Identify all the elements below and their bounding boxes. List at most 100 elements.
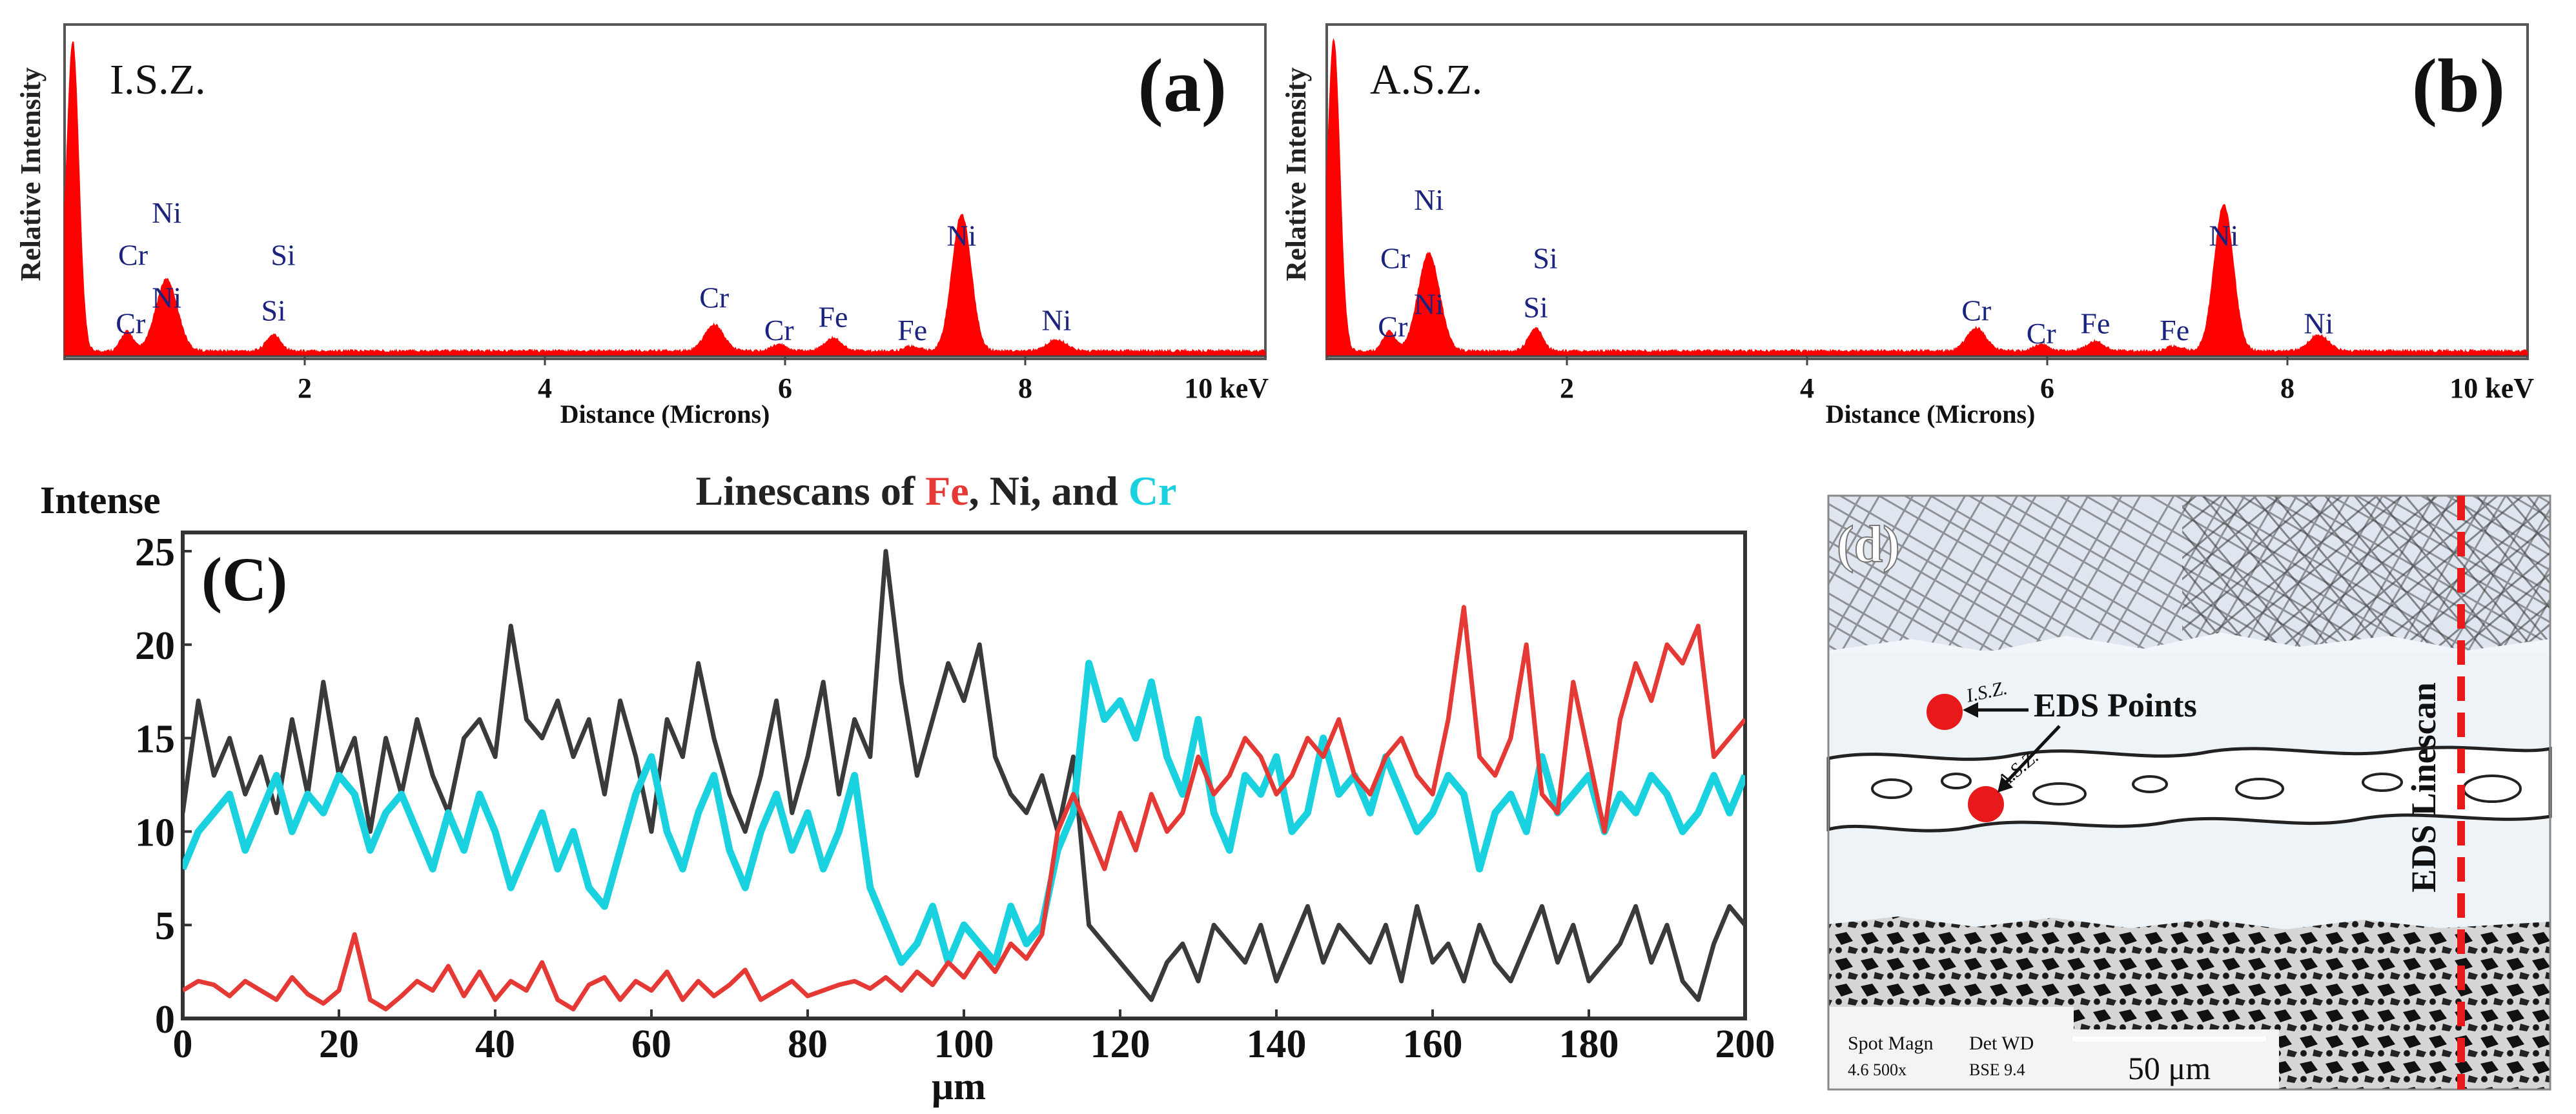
callout-arrowhead-isz [1963, 702, 1978, 718]
x-tick-label: 80 [788, 1022, 828, 1066]
panel-c-ylabel: Intense [40, 479, 161, 522]
peak-label: Cr [1380, 242, 1410, 275]
x-tick-label: 100 [934, 1022, 994, 1066]
panel-c-title-part: Linescans of [696, 468, 926, 514]
x-tick-label: 140 [1247, 1022, 1307, 1066]
peak-label: Fe [2160, 314, 2189, 347]
panel-b-spectrum [1326, 38, 2528, 358]
panel-a-x-end-label: 10 keV [1184, 372, 1269, 404]
panel-c-title-fe: Fe [925, 468, 969, 514]
eds-linescan-label: EDS Linescan [2404, 682, 2443, 893]
panel-a-label: (a) [1138, 43, 1227, 128]
peak-label: Ni [1414, 183, 1444, 216]
x-tick-label: 8 [1018, 372, 1032, 404]
x-tick-label: 160 [1403, 1022, 1463, 1066]
eds-point-asz [1968, 786, 2004, 822]
y-tick-label: 20 [135, 624, 175, 668]
panel-c-label: (C) [201, 545, 287, 614]
panel-c-frame [181, 531, 1747, 1020]
x-tick-label: 180 [1559, 1022, 1619, 1066]
peak-label: Fe [818, 301, 848, 334]
series-line-fe [183, 605, 1745, 1011]
x-tick-label: 0 [173, 1022, 193, 1066]
panel-b-xlabel: Distance (Microns) [1826, 400, 2036, 429]
x-tick-label: 60 [631, 1022, 671, 1066]
panel-d: (d) EDS Linescan I.S.Z. A.S.Z. EDS Point… [1826, 494, 2552, 1091]
meta-det-wd-value: BSE 9.4 [1969, 1060, 2025, 1079]
peak-label: Si [261, 294, 285, 327]
x-tick-label: 2 [298, 372, 312, 404]
x-tick-label: 20 [319, 1022, 359, 1066]
panel-b-title: A.S.Z. [1370, 56, 1482, 103]
panel-c-title-cr: Cr [1129, 468, 1177, 514]
peak-label: Cr [699, 281, 729, 314]
eds-points-callout: EDS Points [2034, 687, 2197, 724]
meta-spot-magn-value: 4.6 500x [1848, 1060, 1906, 1079]
spectrum-area [64, 41, 1266, 357]
peak-label: Cr [116, 307, 145, 340]
micrograph-info-bar: Spot Magn 4.6 500x Det WD BSE 9.4 50 μm [1848, 1033, 2266, 1086]
peak-label: Cr [2027, 317, 2056, 350]
y-tick-label: 25 [135, 531, 175, 574]
peak-label: Fe [897, 314, 927, 347]
peak-label: Cr [1961, 294, 1991, 327]
peak-label: Ni [152, 281, 181, 314]
meta-det-wd: Det WD [1969, 1033, 2034, 1054]
peak-label: Cr [1378, 310, 1407, 343]
panel-b-frame [1325, 23, 2529, 360]
peak-label: Ni [946, 219, 976, 252]
panel-b-label: (b) [2412, 43, 2505, 128]
y-tick-label: 15 [135, 718, 175, 762]
micrograph-bottom-band [1828, 917, 2550, 1089]
peak-label: Cr [118, 239, 148, 272]
panel-c-x-ticks: 0 20 40 60 80 100 120 140 160 180 200 [173, 1009, 1775, 1066]
micrograph-border [1827, 494, 2551, 1091]
peak-label: Si [1523, 290, 1548, 323]
x-tick-label: 2 [1560, 372, 1574, 404]
panel-b-x-ticks: 2 4 6 8 [1560, 356, 2295, 404]
peak-label: Si [271, 239, 295, 272]
panel-d-label: (d) [1837, 516, 1900, 573]
panel-c-series [183, 549, 1745, 1011]
panel-a-x-ticks: 2 4 6 8 [298, 356, 1032, 404]
y-tick-label: 5 [155, 904, 175, 948]
panel-c: Intense Linescans of Fe, Ni, and Cr (C) … [40, 468, 1775, 1108]
peak-label: Ni [1414, 287, 1444, 320]
panel-c-y-ticks: 0 5 10 15 20 25 [135, 531, 192, 1042]
x-tick-label: 4 [538, 372, 552, 404]
panel-c-xlabel: μm [932, 1065, 986, 1108]
meta-spot-magn: Spot Magn [1848, 1033, 1934, 1054]
series-line-cr [183, 660, 1745, 966]
panel-b-x-end-label: 10 keV [2449, 372, 2534, 404]
peak-label: Si [1533, 242, 1557, 275]
x-tick-label: 200 [1715, 1022, 1775, 1066]
y-tick-label: 0 [155, 998, 175, 1042]
x-tick-label: 8 [2280, 372, 2295, 404]
peak-label: Ni [152, 196, 181, 229]
y-tick-label: 10 [135, 811, 175, 855]
callout-arrowhead-asz [1998, 776, 2013, 793]
series-line-ni [183, 549, 1745, 1002]
peak-label: Cr [764, 314, 794, 347]
x-tick-label: 6 [778, 372, 792, 404]
panel-a-ylabel: Relative Intensity [15, 67, 46, 281]
panel-b-ylabel: Relative Intensity [1280, 67, 1312, 281]
panel-a-frame [63, 23, 1267, 360]
peak-label: Ni [2209, 219, 2238, 252]
panel-a-title: I.S.Z. [110, 56, 206, 103]
panel-c-title: Linescans of Fe, Ni, and Cr [696, 468, 1177, 514]
x-tick-label: 6 [2040, 372, 2054, 404]
eds-point-isz [1927, 694, 1963, 730]
x-tick-label: 4 [1800, 372, 1814, 404]
scale-bar-label: 50 μm [2128, 1050, 2211, 1086]
callout-arrow-asz [1999, 725, 2061, 790]
x-tick-label: 120 [1090, 1022, 1150, 1066]
spectrum-area [1326, 38, 2528, 357]
peak-label: Fe [2080, 307, 2110, 340]
panel-c-title-part: , Ni, and [969, 468, 1129, 514]
panel-a-spectrum [64, 41, 1266, 358]
